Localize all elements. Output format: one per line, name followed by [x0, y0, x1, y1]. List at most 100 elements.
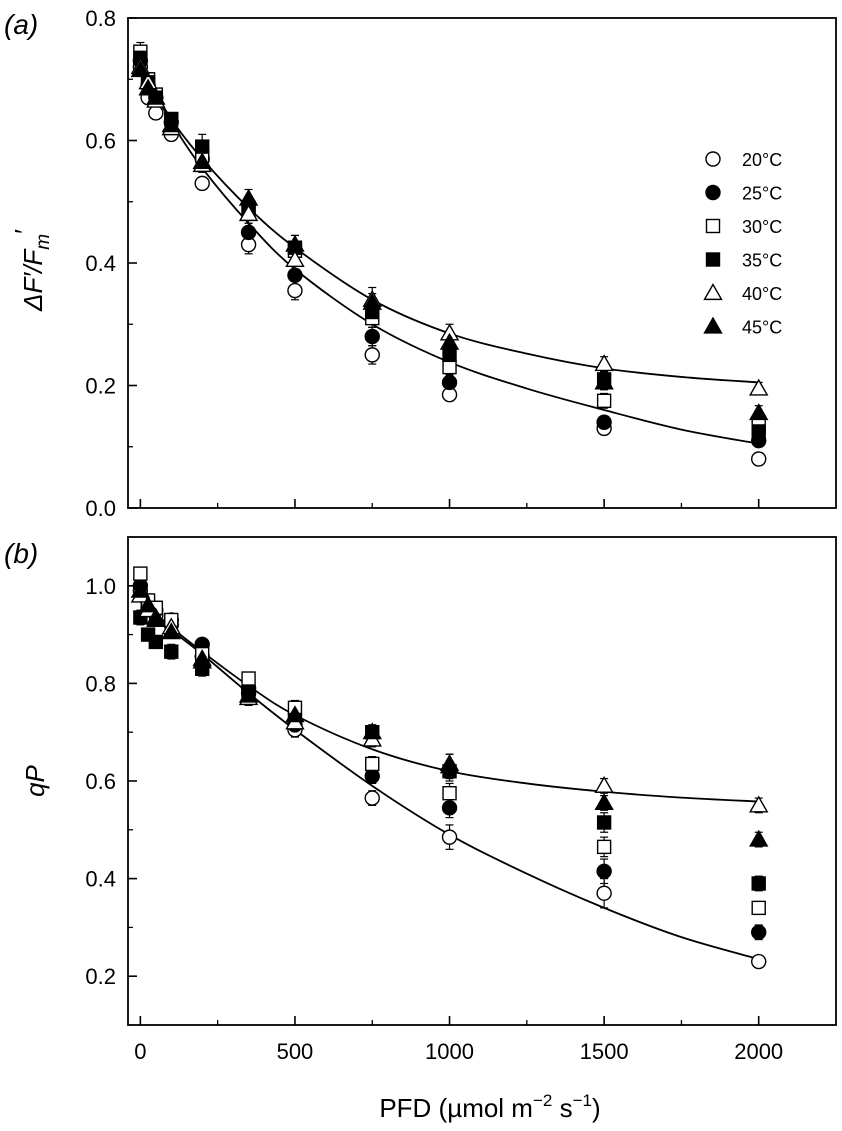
- point-b-5-8: [439, 756, 460, 774]
- point-a-1-5: [240, 224, 257, 241]
- legend-marker-5: [703, 316, 723, 334]
- point-a-4-5: [238, 204, 259, 222]
- point-b-1-10: [751, 924, 767, 940]
- point-b-3-10: [751, 876, 766, 891]
- y-ticks-a: 0.0 0.2 0.4 0.6 0.8: [85, 6, 137, 521]
- point-b-5-9: [594, 793, 614, 811]
- point-b-0-9: [596, 885, 612, 901]
- point-a-5-1: [138, 78, 158, 96]
- panel-label-b: (b): [4, 538, 38, 569]
- legend-marker-1: [705, 184, 721, 201]
- panel-b: (b) 0.20.40.60.81.0 0 500 1000 1500 2000 qP …: [4, 536, 837, 1123]
- point-a-3-10: [751, 424, 766, 439]
- point-b-5-5: [238, 685, 259, 703]
- point-b-5-10: [749, 829, 769, 847]
- x-ticks-a: [139, 499, 760, 508]
- point-a-1-7: [364, 328, 380, 345]
- x-title-a: PFD (µmol m: [379, 1093, 533, 1123]
- legend-label-2: 30°C: [742, 217, 782, 237]
- point-a-1-9: [596, 414, 612, 430]
- point-a-2-8: [442, 359, 457, 375]
- plot-frame-a: [127, 17, 837, 509]
- point-b-5-0: [130, 580, 151, 598]
- y-tick-label-a-2: 0.4: [85, 251, 116, 276]
- y-tick-label-b-3: 0.8: [85, 671, 116, 696]
- legend-label-3: 35°C: [742, 251, 782, 271]
- x-tick-label-4: 2000: [734, 1039, 783, 1064]
- point-b-1-7: [364, 768, 380, 784]
- point-b-1-8: [441, 800, 458, 816]
- legend-marker-0: [705, 151, 721, 167]
- point-a-0-6: [287, 282, 303, 299]
- point-b-2-0: [133, 566, 148, 581]
- point-a-0-10: [751, 451, 767, 467]
- point-a-0-2: [148, 105, 164, 121]
- legend-label-5: 45°C: [742, 318, 782, 338]
- x-tick-label-0: 0: [134, 1039, 146, 1064]
- point-b-0-8: [441, 829, 458, 845]
- legend-marker-2: [705, 218, 721, 234]
- point-a-0-4: [194, 175, 210, 192]
- y-tick-label-a-4: 0.8: [85, 6, 116, 31]
- point-a-3-8: [442, 347, 457, 363]
- y-axis-title-b: qP: [20, 764, 50, 796]
- legend-label-0: 20°C: [742, 150, 782, 170]
- point-b-4-10: [749, 795, 769, 813]
- y-title-sub: m: [33, 234, 54, 250]
- point-a-5-6: [285, 234, 305, 252]
- point-b-0-7: [364, 790, 380, 806]
- point-a-4-6: [285, 250, 305, 268]
- point-b-2-10: [751, 900, 766, 916]
- y-tick-label-a-1: 0.2: [85, 374, 116, 399]
- point-a-5-3: [161, 115, 181, 133]
- y-tick-label-b-2: 0.6: [85, 769, 116, 794]
- point-b-1-9: [596, 863, 612, 879]
- y-tick-label-a-3: 0.6: [85, 129, 116, 154]
- point-b-5-7: [362, 722, 382, 740]
- point-a-5-4: [192, 152, 212, 170]
- y-ticks-b: 0.2 0.4 0.6 0.8 1.0: [85, 574, 137, 989]
- y-title-main: ΔF′/F: [18, 248, 48, 312]
- point-a-4-9: [594, 354, 614, 372]
- x-title-sup2: −1: [573, 1091, 592, 1110]
- x-title-c: ): [592, 1093, 601, 1123]
- point-b-0-10: [751, 953, 767, 970]
- point-a-3-4: [195, 139, 210, 154]
- point-b-3-2: [148, 634, 164, 650]
- point-b-3-3: [164, 644, 179, 659]
- point-b-4-9: [594, 775, 614, 793]
- point-a-4-10: [749, 378, 769, 396]
- x-tick-label-3: 1500: [580, 1039, 629, 1064]
- point-b-5-6: [285, 705, 305, 723]
- panel-a: (a) 0.0 0.2 0.4 0.6 0.8 20°C 25°C 30°C 35°C 40°C…: [4, 6, 837, 521]
- x-title-b: s: [552, 1093, 572, 1123]
- point-a-0-7: [364, 347, 380, 363]
- data-points-a: [130, 44, 769, 467]
- legend-label-4: 40°C: [742, 284, 782, 304]
- point-a-5-10: [749, 403, 769, 421]
- point-b-5-3: [161, 622, 181, 640]
- y-title-prime: ′: [9, 229, 39, 234]
- x-ticks-b: 0 500 1000 1500 2000: [134, 1016, 783, 1064]
- point-b-2-7: [365, 756, 380, 772]
- y-tick-label-b-1: 0.4: [85, 867, 116, 892]
- x-tick-label-2: 1000: [425, 1039, 474, 1064]
- point-a-5-9: [594, 372, 614, 390]
- point-b-5-4: [192, 651, 212, 669]
- x-tick-label-1: 500: [277, 1039, 314, 1064]
- point-b-2-8: [442, 786, 457, 801]
- point-b-5-1: [138, 595, 158, 613]
- point-a-2-9: [596, 393, 612, 409]
- legend: 20°C 25°C 30°C 35°C 40°C 45°C: [703, 150, 782, 338]
- point-b-3-9: [596, 815, 612, 830]
- point-a-1-6: [287, 267, 303, 283]
- legend-marker-3: [705, 252, 721, 267]
- legend-label-1: 25°C: [742, 184, 782, 204]
- y-axis-title-a: ΔF′/Fm′: [9, 229, 54, 312]
- x-axis-title: PFD (µmol m−2 s−1): [379, 1091, 600, 1123]
- point-a-5-7: [362, 292, 382, 310]
- point-b-5-2: [146, 610, 166, 628]
- point-a-5-2: [146, 87, 166, 105]
- data-points-b: [130, 566, 769, 970]
